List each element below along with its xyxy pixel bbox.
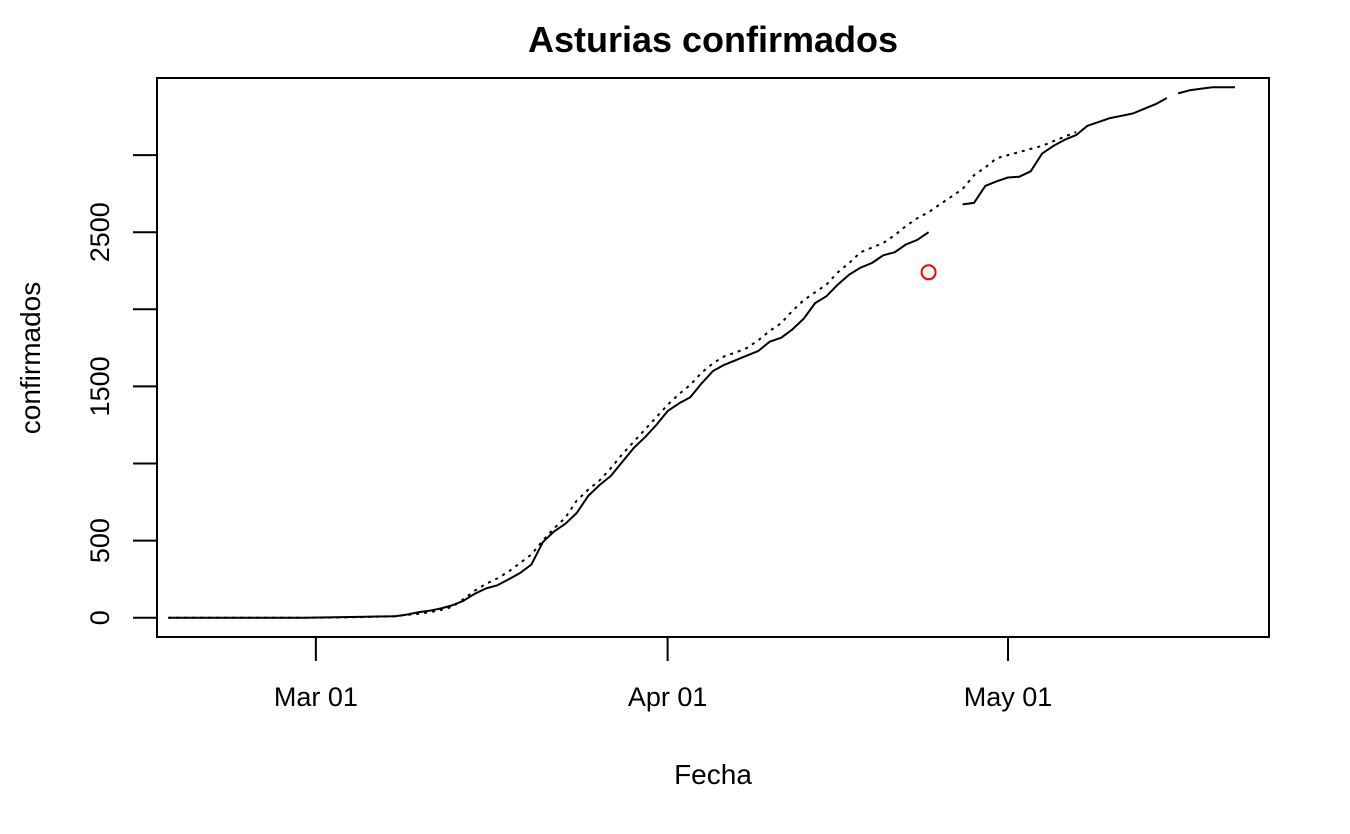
y-axis-label: confirmados [15, 282, 46, 435]
y-tick-label: 500 [85, 518, 115, 563]
series-layer [168, 86, 1235, 619]
x-tick-label: Mar 01 [274, 682, 358, 712]
y-tick-label: 0 [85, 610, 115, 625]
chart-title: Asturias confirmados [528, 19, 898, 60]
x-tick-label: Apr 01 [628, 682, 708, 712]
marker-layer [920, 264, 937, 281]
x-axis-label: Fecha [674, 759, 752, 790]
x-axis: Mar 01 Apr 01 May 01 [274, 636, 1053, 712]
point-marker [920, 264, 937, 281]
y-axis: 0 500 1500 2500 [85, 154, 158, 625]
series-line-solid [168, 86, 1235, 619]
series-line-dotted [168, 131, 1077, 619]
y-tick-label: 2500 [85, 202, 115, 262]
y-tick-label: 1500 [85, 356, 115, 416]
x-tick-label: May 01 [964, 682, 1053, 712]
plot-box [156, 77, 1270, 638]
